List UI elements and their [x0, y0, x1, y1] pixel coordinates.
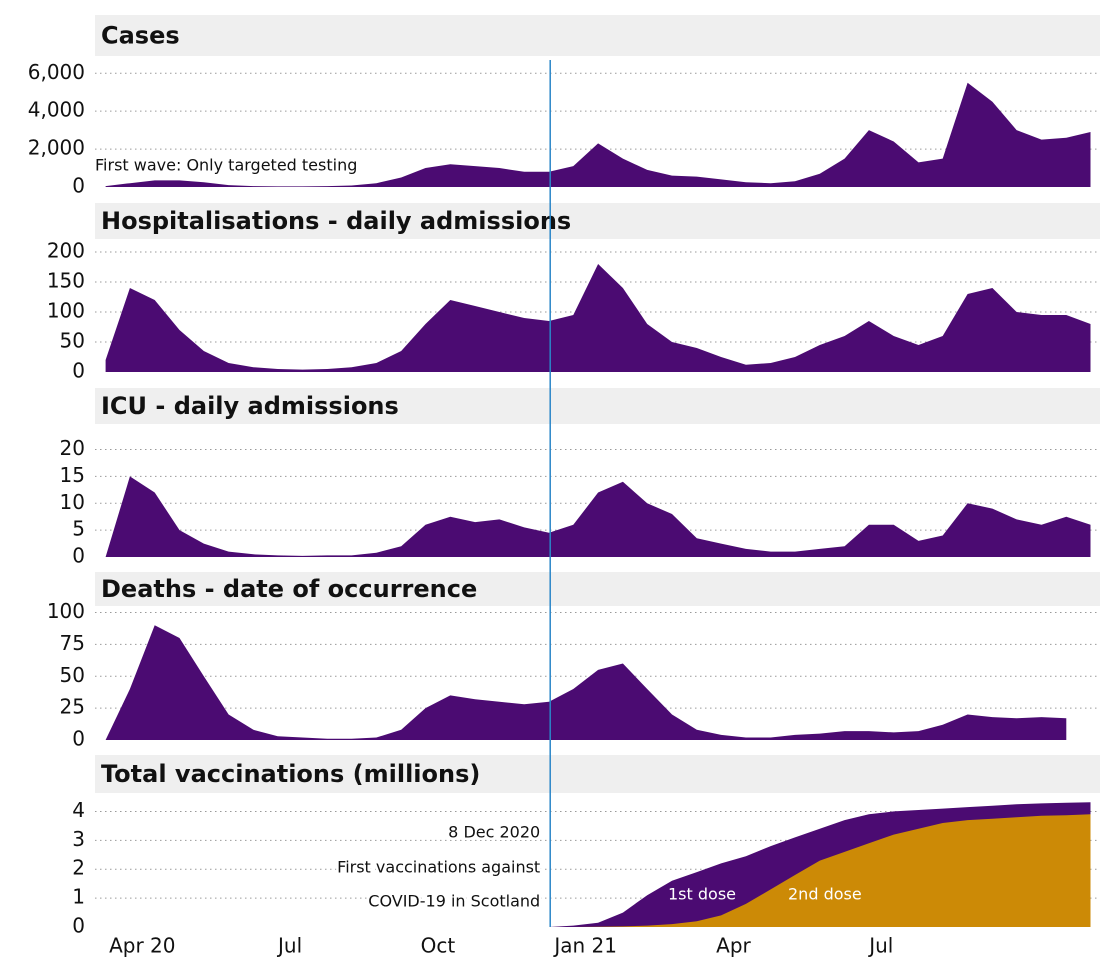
- y-tick-label: 200: [47, 239, 85, 263]
- y-tick-label: 4,000: [28, 98, 85, 122]
- y-tick-label: 1: [72, 885, 85, 909]
- y-tick-label: 0: [72, 174, 85, 198]
- y-tick-label: 2,000: [28, 136, 85, 160]
- panel-title: Cases: [101, 22, 180, 50]
- y-tick-label: 0: [72, 914, 85, 938]
- y-tick-label: 2: [72, 856, 85, 880]
- y-tick-label: 10: [60, 490, 85, 514]
- panel-header: [95, 572, 1100, 606]
- y-tick-label: 150: [47, 269, 85, 293]
- legend-label: 2nd dose: [788, 885, 862, 904]
- y-tick-label: 25: [60, 695, 85, 719]
- annotation: COVID-19 in Scotland: [368, 892, 540, 911]
- x-tick-label: Jan 21: [552, 934, 617, 958]
- panel-header: [95, 203, 1100, 239]
- y-tick-label: 20: [60, 436, 85, 460]
- area: [105, 82, 1091, 187]
- y-tick-label: 0: [72, 359, 85, 383]
- legend-label: 1st dose: [668, 885, 736, 904]
- y-tick-label: 4: [72, 798, 85, 822]
- x-tick-label: Jul: [276, 934, 302, 958]
- y-tick-label: 0: [72, 544, 85, 568]
- x-tick-label: Oct: [421, 934, 456, 958]
- panel-header: [95, 15, 1100, 56]
- annotation: 8 Dec 2020: [448, 823, 540, 842]
- area: [105, 476, 1091, 557]
- y-tick-label: 50: [60, 663, 85, 687]
- y-tick-label: 3: [72, 827, 85, 851]
- x-tick-label: Apr 20: [109, 934, 175, 958]
- panel-title: ICU - daily admissions: [101, 392, 399, 420]
- y-tick-label: 100: [47, 599, 85, 623]
- y-tick-label: 50: [60, 329, 85, 353]
- y-tick-label: 75: [60, 631, 85, 655]
- x-tick-label: Jul: [867, 934, 893, 958]
- panel-title: Deaths - date of occurrence: [101, 575, 477, 603]
- panel-header: [95, 388, 1100, 424]
- area: [105, 264, 1091, 372]
- y-tick-label: 100: [47, 299, 85, 323]
- x-tick-label: Apr: [716, 934, 751, 958]
- y-tick-label: 6,000: [28, 60, 85, 84]
- panel-title: Hospitalisations - daily admissions: [101, 207, 571, 235]
- area: [105, 625, 1067, 740]
- annotation: First vaccinations against: [337, 858, 540, 877]
- panel-header: [95, 755, 1100, 793]
- annotation: First wave: Only targeted testing: [95, 156, 357, 175]
- y-tick-label: 5: [72, 517, 85, 541]
- y-tick-label: 15: [60, 463, 85, 487]
- area: [549, 814, 1091, 927]
- panel-title: Total vaccinations (millions): [101, 760, 480, 788]
- y-tick-label: 0: [72, 727, 85, 751]
